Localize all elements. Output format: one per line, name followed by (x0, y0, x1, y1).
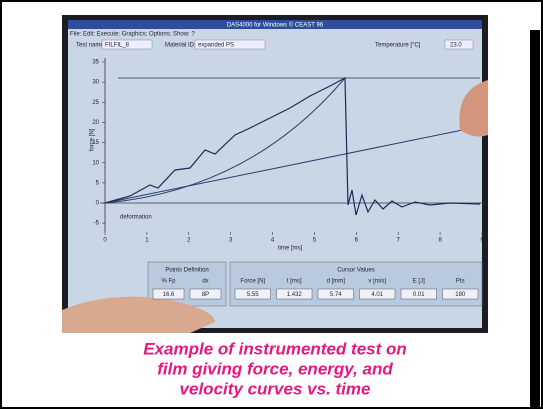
panel-title: Points Definition (165, 268, 208, 274)
y-tick-label: 30 (92, 80, 99, 86)
x-axis-label: time [ms] (278, 246, 303, 252)
figure: DAS4000 for Windows © CEAST 96 File: Edi… (0, 0, 543, 409)
y-tick-label: 15 (92, 140, 99, 146)
table-header: t [ms] (287, 279, 302, 285)
table-value: 16.6 (163, 292, 175, 298)
table-value: 4.01 (371, 292, 383, 298)
panel-title: Cursor Values (337, 268, 375, 274)
y-tick-label: 35 (92, 60, 99, 66)
field-value: FILFIL_8 (105, 43, 130, 49)
field-label: Material ID: (165, 43, 196, 49)
table-header: dx (202, 279, 208, 285)
y-tick-label: -5 (94, 221, 100, 227)
table-value: 0.01 (413, 292, 425, 298)
field-value: 23.0 (450, 43, 462, 49)
field-value: expanded PS (198, 43, 234, 49)
table-header: v [m/s] (368, 279, 386, 285)
y-tick-label: 10 (92, 160, 99, 166)
caption-line: velocity curves vs. time (180, 379, 371, 398)
page: DAS4000 for Windows © CEAST 96 File: Edi… (0, 0, 543, 409)
table-value: 8P (202, 292, 209, 298)
table-header: Force [N] (240, 279, 265, 285)
table-value: 5.74 (330, 292, 342, 298)
table-header: d [mm] (327, 279, 346, 285)
field-label: Test name: (76, 43, 106, 49)
field-label: Temperature [°C] (375, 43, 421, 49)
y-tick-label: 25 (92, 100, 99, 106)
caption-line: film giving force, energy, and (157, 359, 393, 378)
table-value: 1.432 (287, 292, 303, 298)
annotation: deformation (120, 215, 152, 221)
table-header: Pts (456, 279, 465, 285)
edge-strip (530, 30, 540, 408)
menu-bar[interactable]: File: Edit: Execute: Graphics: Options: … (70, 32, 195, 38)
y-tick-label: 20 (92, 120, 99, 126)
window-title: DAS4000 for Windows © CEAST 96 (227, 22, 324, 29)
caption-line: Example of instrumented test on (143, 339, 407, 358)
table-header: % Fp (161, 279, 176, 285)
table-header: E [J] (413, 279, 425, 285)
table-value: 180 (455, 292, 466, 298)
table-value: 5.55 (247, 292, 259, 298)
